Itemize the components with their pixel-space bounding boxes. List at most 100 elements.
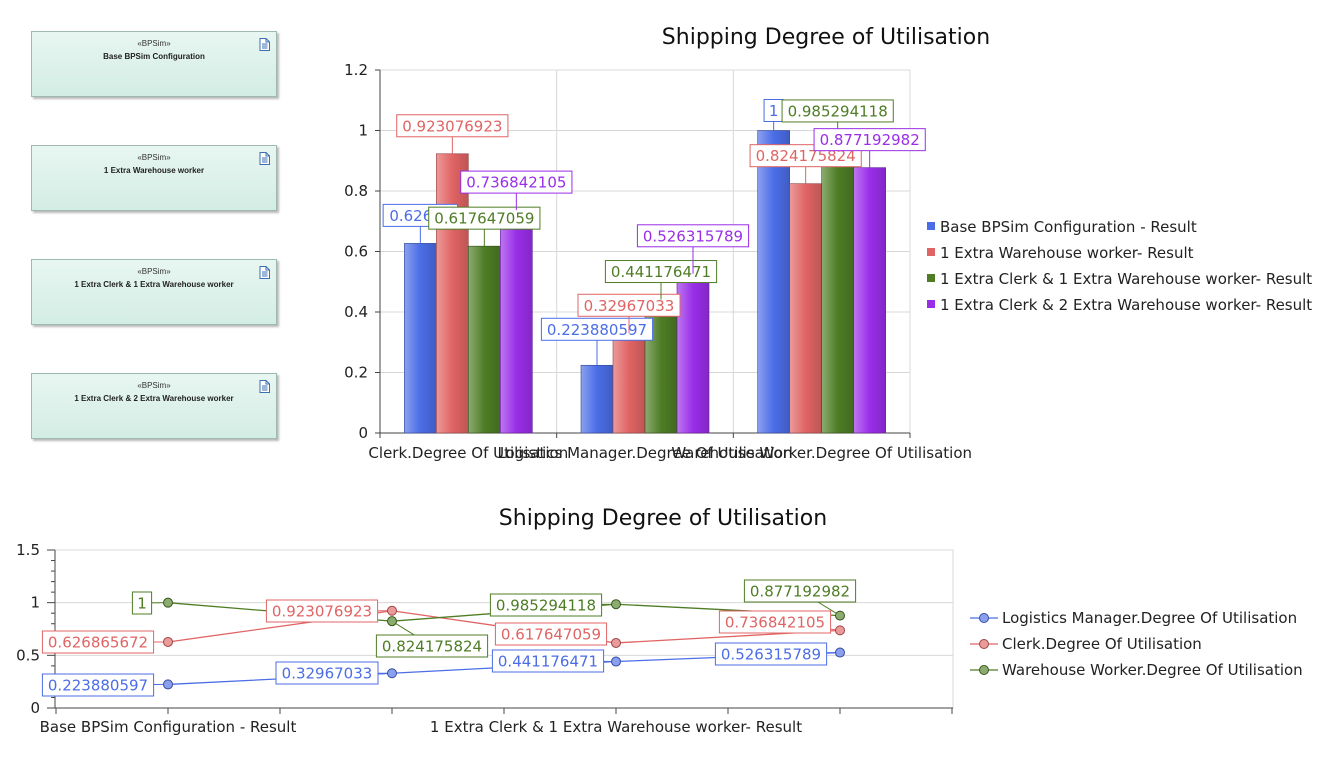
data-label: 0.617647059 bbox=[494, 622, 608, 646]
legend-label: 1 Extra Clerk & 1 Extra Warehouse worker… bbox=[940, 270, 1312, 288]
line-y-tick-label: 0 bbox=[30, 699, 40, 717]
legend-item: Logistics Manager.Degree Of Utilisation bbox=[970, 609, 1297, 627]
data-label-box bbox=[636, 224, 750, 248]
bpsim-card-clerk-2-warehouse[interactable]: «BPSim» 1 Extra Clerk & 2 Extra Warehous… bbox=[31, 373, 277, 439]
data-label-box bbox=[131, 591, 153, 615]
data-label: 0.877192982 bbox=[743, 579, 857, 603]
legend-label: 1 Extra Warehouse worker- Result bbox=[940, 244, 1194, 262]
data-label-text: 0.32967033 bbox=[584, 297, 675, 315]
data-label: 0.526315789 bbox=[714, 642, 828, 666]
line-x-tick-label: Base BPSim Configuration - Result bbox=[40, 718, 297, 736]
data-label: 0.32967033 bbox=[577, 293, 681, 317]
card-name: 1 Extra Clerk & 2 Extra Warehouse worker bbox=[74, 394, 234, 403]
bar bbox=[789, 183, 822, 434]
data-label-text: 0.441176471 bbox=[498, 653, 598, 671]
data-label-text: 0.877192982 bbox=[750, 583, 850, 601]
data-label: 0.441176471 bbox=[491, 649, 605, 673]
data-label: 0.223880597 bbox=[540, 317, 654, 341]
data-point bbox=[835, 647, 845, 658]
card-stereotype: «BPSim» bbox=[137, 381, 171, 390]
bar bbox=[853, 167, 886, 434]
card-stereotype: «BPSim» bbox=[137, 153, 171, 162]
legend-item: Clerk.Degree Of Utilisation bbox=[970, 635, 1202, 653]
data-label-box bbox=[743, 579, 857, 603]
bar-y-tick-label: 0.8 bbox=[344, 182, 368, 200]
line-y-tick-label: 0.5 bbox=[16, 646, 40, 664]
bpsim-card-clerk-1-warehouse[interactable]: «BPSim» 1 Extra Clerk & 1 Extra Warehous… bbox=[31, 259, 277, 325]
data-label: 0.32967033 bbox=[275, 661, 379, 685]
data-label-text: 0.985294118 bbox=[788, 102, 888, 120]
bpsim-card-extra-warehouse[interactable]: «BPSim» 1 Extra Warehouse worker bbox=[31, 145, 277, 211]
legend-item: Warehouse Worker.Degree Of Utilisation bbox=[970, 661, 1303, 679]
document-icon bbox=[259, 38, 270, 51]
data-label: 0.877192982 bbox=[813, 128, 926, 152]
bar bbox=[821, 134, 854, 434]
bar-x-tick-label: Warehouse Worker.Degree Of Utilisation bbox=[671, 444, 972, 462]
data-label-text: 0.32967033 bbox=[282, 665, 373, 683]
legend-marker bbox=[979, 639, 989, 649]
document-icon bbox=[259, 380, 270, 393]
line-chart-title: Shipping Degree of Utilisation bbox=[499, 506, 827, 531]
data-label-box bbox=[489, 593, 603, 617]
data-label: 0.736842105 bbox=[460, 170, 573, 194]
bar-y-tick-label: 0.6 bbox=[344, 243, 368, 261]
legend-marker bbox=[979, 665, 989, 675]
bar-y-tick-label: 0.2 bbox=[344, 364, 368, 382]
data-label: 0.985294118 bbox=[489, 593, 603, 617]
data-label: 0.923076923 bbox=[265, 599, 379, 623]
data-label-box bbox=[265, 599, 379, 623]
data-label: 0.736842105 bbox=[718, 610, 832, 634]
card-stereotype: «BPSim» bbox=[137, 39, 171, 48]
data-label: 0.923076923 bbox=[396, 114, 509, 138]
data-point bbox=[835, 610, 845, 621]
bar bbox=[404, 243, 437, 434]
data-label-box bbox=[375, 634, 489, 658]
data-point bbox=[387, 605, 397, 616]
data-point bbox=[163, 679, 173, 690]
data-label: 0.223880597 bbox=[41, 673, 155, 697]
data-label-text: 0.923076923 bbox=[272, 603, 372, 621]
bpsim-card-base[interactable]: «BPSim» Base BPSim Configuration bbox=[31, 31, 277, 97]
data-label-text: 0.923076923 bbox=[402, 117, 502, 135]
data-label-text: 0.626865672 bbox=[48, 634, 148, 652]
data-label-text: 0.877192982 bbox=[820, 131, 920, 149]
legend-swatch bbox=[927, 248, 935, 256]
data-label-text: 0.526315789 bbox=[643, 227, 743, 245]
bar-y-tick-label: 0 bbox=[358, 424, 368, 442]
line-x-tick-label: 1 Extra Clerk & 1 Extra Warehouse worker… bbox=[430, 718, 802, 736]
data-label: 0.526315789 bbox=[636, 224, 750, 248]
bar-y-tick-label: 0.4 bbox=[344, 303, 368, 321]
data-label-box bbox=[714, 642, 828, 666]
data-label: 0.985294118 bbox=[781, 99, 894, 123]
data-label: 0.617647059 bbox=[428, 206, 541, 230]
card-name: Base BPSim Configuration bbox=[103, 52, 205, 61]
bar-x-tick-label: Clerk.Degree Of Utilisation bbox=[368, 444, 568, 462]
document-icon bbox=[259, 152, 270, 165]
data-label-text: 0.617647059 bbox=[434, 210, 534, 228]
legend-item: 1 Extra Clerk & 1 Extra Warehouse worker… bbox=[927, 270, 1312, 288]
data-label-box bbox=[781, 99, 894, 123]
card-stereotype: «BPSim» bbox=[137, 267, 171, 276]
bar-y-tick-label: 1.2 bbox=[344, 61, 368, 79]
data-label: 0.441176471 bbox=[604, 260, 718, 284]
data-label-text: 0.985294118 bbox=[496, 597, 596, 615]
data-label-box bbox=[718, 610, 832, 634]
line-y-tick-label: 1.5 bbox=[16, 541, 40, 559]
legend-swatch bbox=[927, 300, 935, 308]
data-label-box bbox=[604, 260, 718, 284]
data-point bbox=[387, 668, 397, 679]
data-label-text: 1 bbox=[769, 102, 779, 120]
data-label-text: 1 bbox=[137, 595, 147, 613]
data-label-box bbox=[396, 114, 509, 138]
data-label: 1 bbox=[131, 591, 153, 615]
data-label-box bbox=[41, 630, 155, 654]
data-label-text: 0.223880597 bbox=[547, 321, 647, 339]
card-name: 1 Extra Warehouse worker bbox=[103, 166, 205, 175]
legend-label: 1 Extra Clerk & 2 Extra Warehouse worker… bbox=[940, 296, 1312, 314]
data-point bbox=[835, 625, 845, 636]
data-label-text: 0.617647059 bbox=[501, 626, 601, 644]
legend-item: 1 Extra Clerk & 2 Extra Warehouse worker… bbox=[927, 296, 1312, 314]
data-point bbox=[387, 616, 397, 627]
data-label-box bbox=[494, 622, 608, 646]
data-label-box bbox=[540, 317, 654, 341]
